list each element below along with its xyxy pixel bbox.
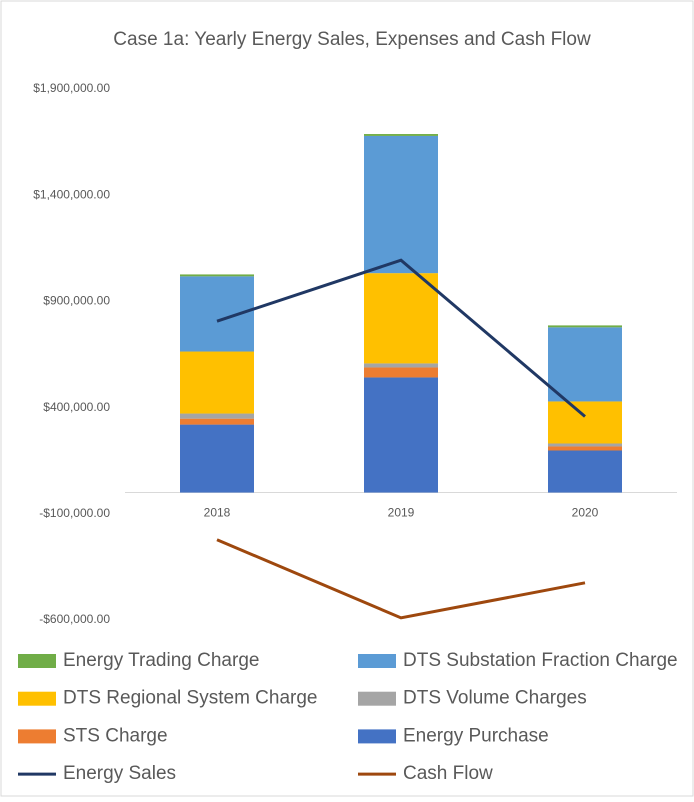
y-tick-label: -$600,000.00 — [39, 612, 110, 626]
y-tick-label: $1,400,000.00 — [33, 187, 110, 201]
bar-segment — [548, 327, 622, 402]
y-tick-label: -$100,000.00 — [39, 506, 110, 520]
legend-swatch — [358, 729, 396, 744]
bar-segment — [548, 446, 622, 451]
legend-swatch — [18, 691, 56, 706]
legend-label: DTS Volume Charges — [403, 688, 587, 709]
bar-segment — [180, 413, 254, 419]
bar-segment — [180, 418, 254, 425]
bar-segment — [364, 273, 438, 364]
line-series — [216, 538, 586, 620]
legend-label: Cash Flow — [403, 763, 493, 784]
legend-label: DTS Regional System Charge — [63, 688, 318, 709]
bar-segment — [364, 367, 438, 378]
y-tick-label: $900,000.00 — [43, 294, 110, 308]
bar-segment — [364, 377, 438, 493]
x-tick-label: 2018 — [204, 506, 231, 520]
legend-label: Energy Sales — [63, 763, 176, 784]
bar-segment — [180, 351, 254, 414]
bar-segment — [180, 274, 254, 277]
bar-segment — [364, 363, 438, 368]
bar-segment — [180, 424, 254, 493]
bar-segment — [548, 450, 622, 493]
bar-segment — [548, 325, 622, 328]
y-tick-label: $400,000.00 — [43, 400, 110, 414]
legend-label: STS Charge — [63, 725, 168, 746]
legend-swatch — [358, 691, 396, 706]
legend-swatch — [358, 654, 396, 668]
legend-swatch — [18, 729, 56, 744]
line-series — [216, 258, 586, 418]
legend-label: DTS Substation Fraction Charge — [403, 650, 678, 671]
legend-label: Energy Purchase — [403, 725, 549, 746]
legend-swatch — [18, 654, 56, 668]
chart-title: Case 1a: Yearly Energy Sales, Expenses a… — [113, 29, 591, 50]
y-tick-label: $1,900,000.00 — [33, 81, 110, 95]
legend-label: Energy Trading Charge — [63, 650, 259, 671]
bar-segment — [364, 134, 438, 136]
x-tick-label: 2019 — [388, 506, 415, 520]
bar-segment — [548, 443, 622, 447]
x-tick-label: 2020 — [572, 506, 599, 520]
bar-segment — [548, 401, 622, 444]
bar-segment — [364, 135, 438, 274]
